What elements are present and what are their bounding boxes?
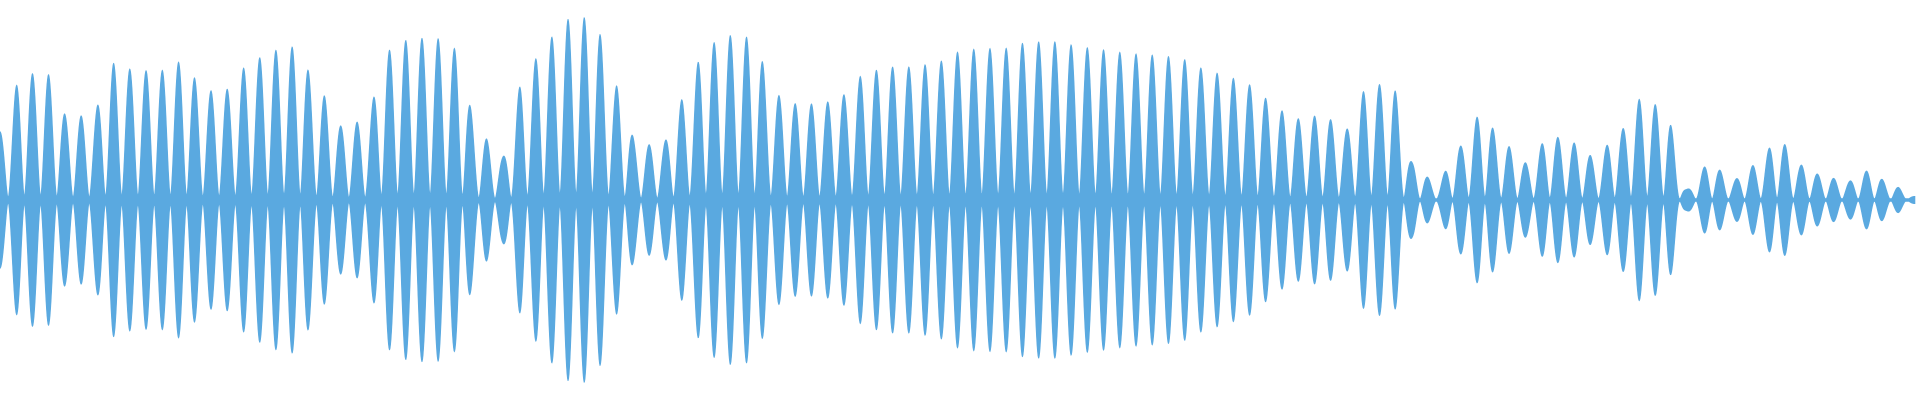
waveform-path — [0, 17, 1916, 383]
